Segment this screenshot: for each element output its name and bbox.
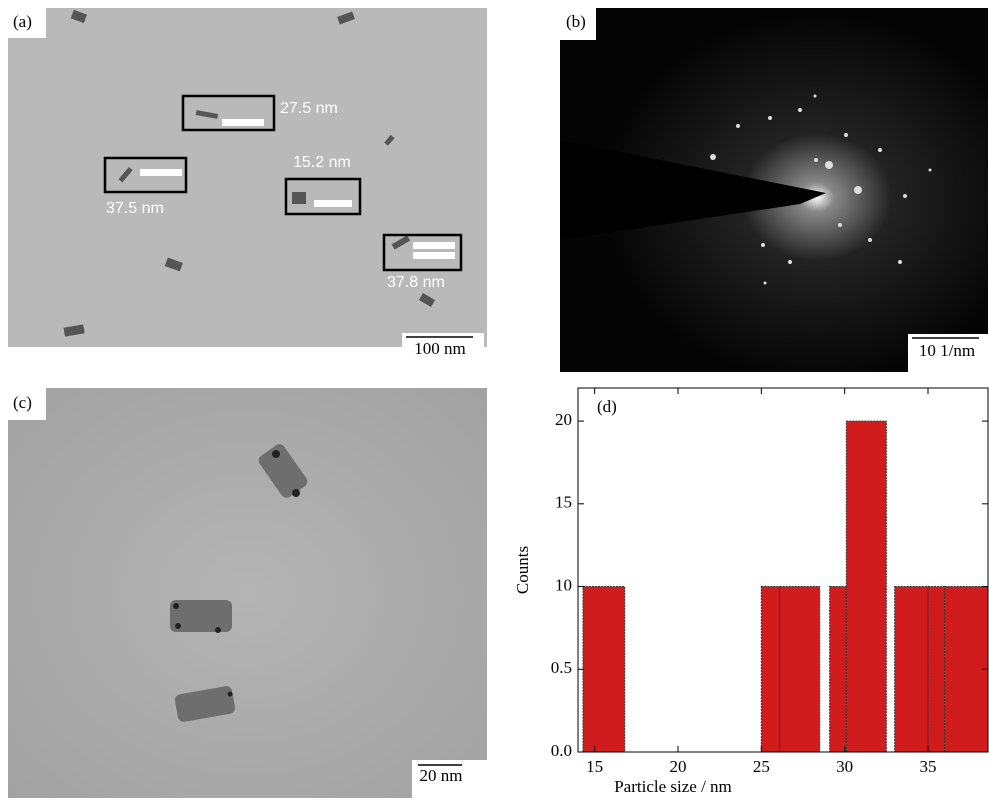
figure: (a) 27.5 nm 15.2 nm 37.5 nm 37.8 nm 100 … bbox=[0, 0, 989, 803]
annotation: 37.8 nm bbox=[387, 274, 445, 291]
y-axis-label: Counts bbox=[513, 546, 532, 594]
x-tick-label: 30 bbox=[836, 757, 853, 776]
panel-label: (b) bbox=[566, 12, 586, 31]
spot bbox=[761, 243, 765, 247]
bar bbox=[928, 587, 945, 752]
y-tick-label: 0.5 bbox=[551, 658, 572, 677]
bar bbox=[895, 587, 928, 752]
panel-d: (d) Particle size / nm Counts 0.0 0.5 10 15… bbox=[513, 388, 988, 796]
spot bbox=[929, 169, 932, 172]
bar bbox=[846, 421, 886, 752]
y-tick-label: 10 bbox=[555, 575, 572, 594]
spot bbox=[292, 489, 300, 497]
spot bbox=[736, 124, 740, 128]
shape bbox=[413, 242, 455, 249]
x-tick-label: 20 bbox=[670, 757, 687, 776]
annotation: 15.2 nm bbox=[293, 154, 351, 171]
spot bbox=[215, 627, 221, 633]
y-tick-label: 20 bbox=[555, 410, 572, 429]
bar bbox=[945, 587, 988, 752]
shape bbox=[413, 252, 455, 259]
x-tick-label: 15 bbox=[586, 757, 603, 776]
spot bbox=[710, 154, 716, 160]
spot bbox=[825, 161, 833, 169]
y-tick-label: 0.0 bbox=[551, 741, 572, 760]
spot bbox=[173, 603, 179, 609]
spot bbox=[844, 133, 848, 137]
spot bbox=[868, 238, 872, 242]
spot bbox=[798, 108, 802, 112]
scale-label: 20 nm bbox=[420, 766, 463, 785]
scale-label: 10 1/nm bbox=[919, 341, 975, 360]
panel-a: (a) 27.5 nm 15.2 nm 37.5 nm 37.8 nm 100 … bbox=[8, 8, 487, 363]
panel-label: (d) bbox=[597, 397, 617, 416]
panel-c: (c) 20 nm bbox=[8, 388, 487, 798]
spot bbox=[272, 450, 280, 458]
shape bbox=[292, 192, 306, 204]
spot bbox=[228, 692, 233, 697]
panel-label: (a) bbox=[13, 12, 32, 31]
panel-b: (b) 10 1/nm bbox=[560, 8, 988, 372]
spot bbox=[175, 623, 181, 629]
bar bbox=[780, 587, 820, 752]
spot bbox=[878, 148, 882, 152]
spot bbox=[788, 260, 792, 264]
shape bbox=[222, 119, 264, 126]
micrograph bbox=[8, 388, 487, 798]
spot bbox=[764, 282, 767, 285]
panel-label: (c) bbox=[13, 393, 32, 412]
scale-label: 100 nm bbox=[414, 339, 465, 358]
shape bbox=[140, 169, 182, 176]
bar bbox=[761, 587, 779, 752]
x-axis-label: Particle size / nm bbox=[614, 777, 732, 796]
spot bbox=[903, 194, 907, 198]
bar bbox=[583, 587, 625, 752]
shape bbox=[314, 200, 352, 207]
spot bbox=[898, 260, 902, 264]
micrograph bbox=[8, 8, 487, 347]
x-tick-label: 35 bbox=[920, 757, 937, 776]
annotation: 27.5 nm bbox=[280, 100, 338, 117]
spot bbox=[854, 186, 862, 194]
bar bbox=[830, 587, 847, 752]
x-tick-label: 25 bbox=[753, 757, 770, 776]
spot bbox=[768, 116, 772, 120]
spot bbox=[838, 223, 842, 227]
spot bbox=[814, 95, 817, 98]
y-tick-label: 15 bbox=[555, 493, 572, 512]
spot bbox=[814, 158, 818, 162]
annotation: 37.5 nm bbox=[106, 200, 164, 217]
